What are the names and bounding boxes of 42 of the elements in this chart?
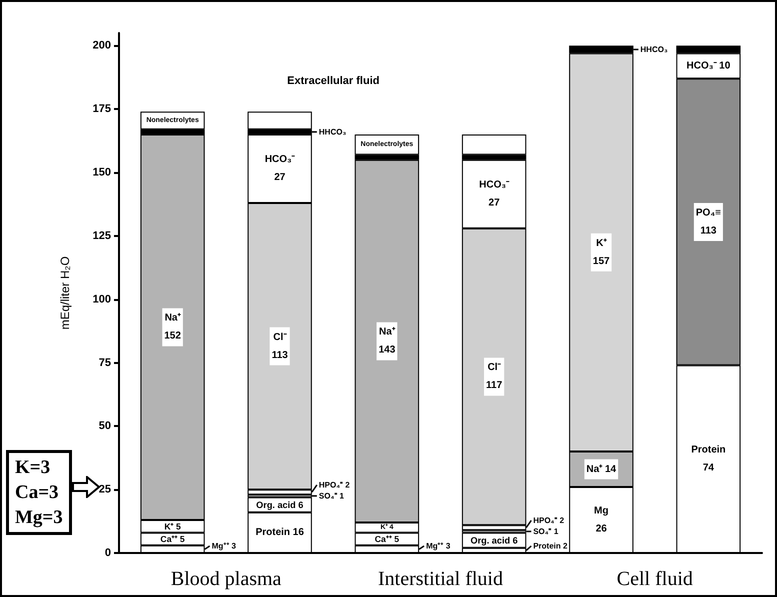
- data-label: Mg 26: [594, 506, 608, 535]
- annotation: Extracellular fluid: [287, 75, 380, 88]
- data-label: Ca⁺⁺ 5: [374, 534, 400, 544]
- data-label: SO₄⁼ 1: [318, 491, 344, 500]
- y-tick-label: 100: [92, 293, 111, 306]
- y-tick-label: 200: [92, 40, 111, 52]
- data-label: Protein 2: [533, 542, 568, 550]
- data-label: Cl⁻ 117: [486, 362, 503, 392]
- y-tick-label: 50: [98, 420, 111, 432]
- data-label: K⁺ 5: [164, 521, 182, 532]
- data-label: Na⁺ 14: [586, 464, 617, 475]
- y-axis-title: mEq/liter H₂O: [58, 256, 72, 330]
- y-tick-label: 175: [92, 103, 111, 116]
- data-label: Mg⁺⁺ 3: [426, 542, 451, 550]
- y-tick-label: 0: [104, 547, 111, 559]
- y-tick-label: 75: [98, 356, 111, 369]
- x-tick-label: Cell fluid: [616, 568, 693, 590]
- data-label: SO₄⁼ 1: [533, 526, 559, 536]
- text: K=3 Ca=3 Mg=3: [6, 450, 72, 535]
- data-label: Cl⁻ 113: [272, 332, 288, 361]
- data-label: Org. acid 6: [470, 535, 518, 546]
- x-tick-label: Interstitial fluid: [378, 568, 503, 590]
- data-label: HCO₃⁻ 27: [479, 180, 510, 209]
- y-tick-label: 125: [92, 230, 111, 242]
- y-tick-label: 25: [98, 484, 111, 496]
- data-label: HHCO₃: [640, 44, 668, 54]
- data-label: HPO₄⁼ 2: [533, 516, 565, 525]
- data-label: HCO₃⁻ 10: [686, 60, 731, 72]
- data-label: K⁺ 157: [592, 238, 610, 267]
- data-label: HHCO₃: [318, 127, 346, 136]
- data-label: HCO₃⁻ 27: [264, 154, 296, 184]
- data-label: Protein 16: [256, 527, 304, 538]
- data-label: HPO₄⁼ 2: [318, 480, 350, 490]
- data-label: Na⁺ 143: [378, 326, 396, 356]
- data-label: Ca⁺⁺ 5: [160, 534, 185, 544]
- y-tick-label: 150: [92, 166, 111, 179]
- data-label: Org. acid 6: [256, 500, 304, 510]
- data-label: Protein 74: [691, 444, 726, 474]
- data-label: PO₄≡ 113: [696, 207, 722, 236]
- x-tick-label: Blood plasma: [170, 568, 282, 590]
- data-label: Na⁺ 152: [164, 312, 182, 342]
- data-label: Mg⁺⁺ 3: [212, 542, 237, 550]
